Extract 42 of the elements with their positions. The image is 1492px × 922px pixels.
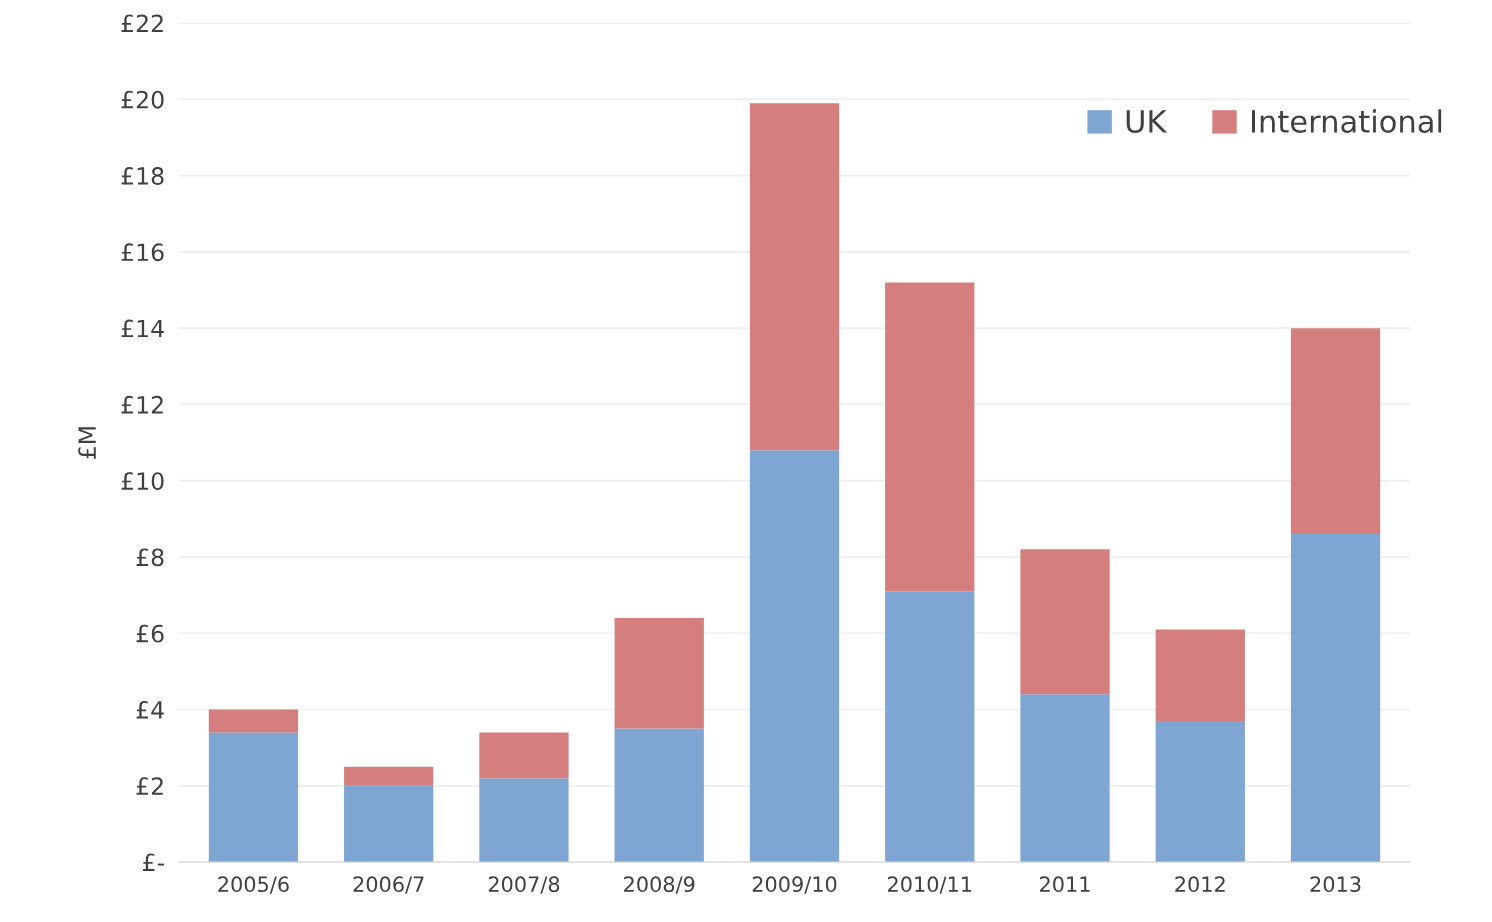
x-tick-label: 2006/7 [353, 876, 424, 894]
y-tick-label: £6 [136, 624, 164, 643]
bar [479, 778, 569, 863]
bar [1155, 629, 1245, 721]
bar [208, 709, 299, 733]
y-tick-label: £8 [136, 548, 164, 567]
bar [1155, 720, 1245, 863]
y-tick-label: £2 [136, 777, 163, 795]
x-tick-label: 2005/6 [218, 876, 289, 894]
x-tick-label: 2010/11 [888, 876, 972, 894]
bar [1290, 328, 1381, 535]
y-tick-label: £20 [121, 90, 164, 109]
bar [614, 617, 704, 729]
bar [614, 728, 704, 863]
y-tick-label: £14 [121, 319, 164, 338]
y-axis-title: £M [78, 427, 96, 459]
y-tick-label: £10 [121, 472, 164, 490]
y-tick-label: £4 [136, 700, 164, 719]
bar [344, 766, 434, 786]
x-tick-label: 2013 [1310, 876, 1361, 893]
x-tick-label: 2007/8 [488, 876, 560, 894]
x-tick-label: 2012 [1175, 876, 1225, 893]
bar [885, 591, 975, 863]
bar [479, 732, 569, 779]
bar [749, 450, 840, 863]
y-tick-label: £- [143, 853, 164, 872]
y-tick-label: £18 [121, 167, 164, 185]
bar [749, 103, 840, 451]
x-tick-label: 2009/10 [752, 876, 837, 894]
bar [1020, 694, 1110, 863]
y-tick-label: £22 [121, 14, 163, 33]
y-tick-label: £12 [121, 395, 163, 414]
x-tick-label: 2011 [1040, 876, 1090, 893]
y-tick-label: £16 [121, 243, 164, 262]
legend-label: International [1251, 109, 1442, 133]
legend-label: UK [1126, 110, 1168, 133]
x-tick-label: 2008/9 [624, 876, 695, 894]
bar [1020, 549, 1110, 695]
bar [885, 282, 975, 592]
bar [208, 732, 299, 863]
bar [344, 785, 434, 863]
bar [1290, 534, 1381, 863]
